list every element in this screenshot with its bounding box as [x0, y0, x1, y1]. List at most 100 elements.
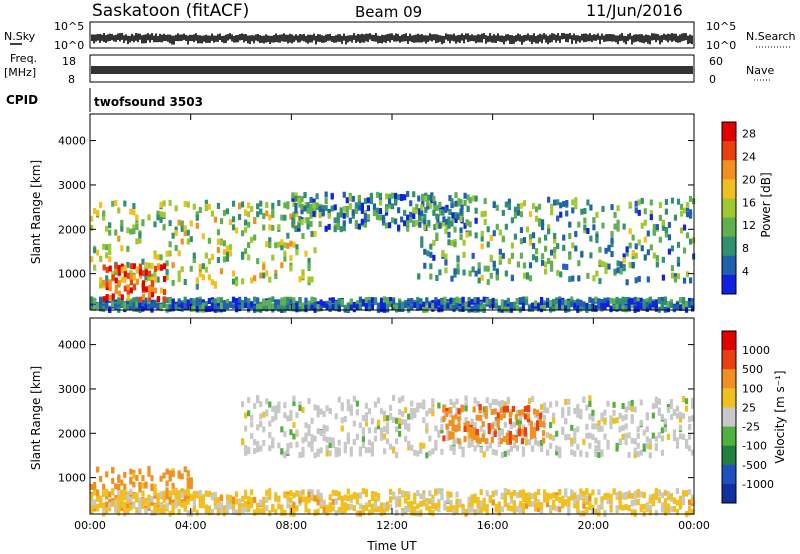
velocity-cell — [526, 413, 531, 420]
power-cell — [476, 304, 480, 311]
velocity-cell — [431, 510, 435, 517]
power-cell — [90, 297, 94, 304]
velocity-cell — [247, 446, 251, 453]
power-cell — [492, 260, 496, 267]
power-cell — [504, 201, 508, 208]
velocity-cell — [473, 445, 477, 452]
power-cell — [603, 297, 607, 304]
velocity-cell — [627, 451, 631, 458]
power-cell — [322, 301, 326, 308]
velocity-cell — [687, 416, 692, 423]
power-cell — [435, 222, 439, 229]
velocity-cell — [518, 489, 523, 496]
power-cell — [111, 270, 115, 277]
power-cell — [404, 302, 408, 309]
velocity-cell — [340, 402, 344, 409]
velocity-cell — [576, 507, 580, 514]
power-cell — [354, 219, 358, 226]
velocity-cell — [334, 497, 338, 504]
power-cell — [497, 305, 501, 312]
power-cell — [159, 201, 163, 208]
velocity-cell — [642, 429, 646, 436]
power-cell — [521, 304, 526, 311]
power-cell — [433, 200, 437, 207]
velocity-cell — [120, 479, 124, 486]
power-cell — [663, 299, 667, 306]
cpid-label: CPID — [6, 93, 38, 107]
velocity-cell — [398, 422, 402, 429]
power-cell — [639, 297, 643, 304]
velocity-cell — [340, 495, 344, 502]
power-cell — [225, 251, 230, 258]
velocity-cell — [280, 448, 284, 455]
power-cell — [622, 223, 626, 230]
power-cell — [250, 301, 254, 308]
power-cell — [294, 226, 298, 233]
power-cell — [102, 243, 106, 250]
power-cell — [114, 303, 118, 310]
velocity-cell — [672, 408, 677, 415]
power-cell — [649, 214, 653, 221]
velocity-cell — [189, 479, 193, 486]
velocity-cell — [490, 423, 494, 430]
velocity-cell — [150, 483, 154, 490]
velocity-cell — [343, 502, 347, 509]
velocity-cell — [183, 505, 187, 512]
velocity-cell — [476, 502, 480, 509]
freq-panel: Freq. [MHz] 18 8 60 0 Nave — [4, 52, 774, 86]
power-cell — [147, 295, 152, 302]
velocity-cell — [298, 405, 302, 412]
power-cell — [489, 272, 493, 279]
velocity-cell — [105, 501, 109, 508]
velocity-cell — [591, 415, 595, 422]
velocity-cell — [669, 402, 674, 409]
power-cell — [685, 232, 690, 239]
velocity-cell — [549, 493, 553, 500]
velocity-cell — [612, 401, 616, 408]
velocity-cell — [663, 509, 667, 516]
power-cell — [628, 261, 632, 268]
power-cell — [406, 225, 410, 232]
velocity-cell — [416, 450, 420, 457]
power-cell — [555, 298, 559, 305]
power-cell — [574, 231, 578, 238]
velocity-cell — [313, 452, 317, 459]
velocity-cell — [307, 424, 311, 431]
velocity-cell — [517, 423, 522, 430]
velocity-cell — [231, 503, 236, 510]
velocity-cell — [485, 397, 489, 404]
power-cell — [556, 270, 560, 277]
power-cell — [225, 255, 230, 262]
velocity-cell — [289, 504, 293, 511]
velocity-cell — [316, 405, 320, 412]
velocity-cell — [373, 435, 378, 442]
power-cell — [162, 296, 167, 303]
velocity-cell — [370, 490, 375, 497]
power-cell — [144, 303, 148, 310]
power-cell — [372, 203, 377, 210]
power-cell — [453, 268, 457, 275]
power-cell — [521, 296, 526, 303]
velocity-cell — [376, 506, 381, 513]
power-cell — [550, 249, 554, 256]
velocity-cell — [437, 506, 441, 513]
velocity-cell — [313, 435, 317, 442]
velocity-cell — [105, 490, 109, 497]
velocity-cell — [198, 497, 202, 504]
power-cell — [428, 302, 432, 309]
power-cell — [150, 301, 154, 308]
velocity-cell — [639, 504, 643, 511]
power-cell — [510, 217, 514, 224]
power-cell — [271, 296, 275, 303]
velocity-cell — [129, 488, 133, 495]
power-cell — [676, 273, 681, 280]
power-cell — [415, 208, 419, 215]
velocity-cell — [388, 496, 393, 503]
velocity-cell — [325, 445, 329, 452]
velocity-cell — [410, 413, 414, 420]
power-cell — [117, 269, 121, 276]
power-cell — [300, 203, 304, 210]
velocity-cell — [322, 503, 326, 510]
velocity-cell — [521, 502, 526, 509]
velocity-cell — [539, 403, 544, 410]
